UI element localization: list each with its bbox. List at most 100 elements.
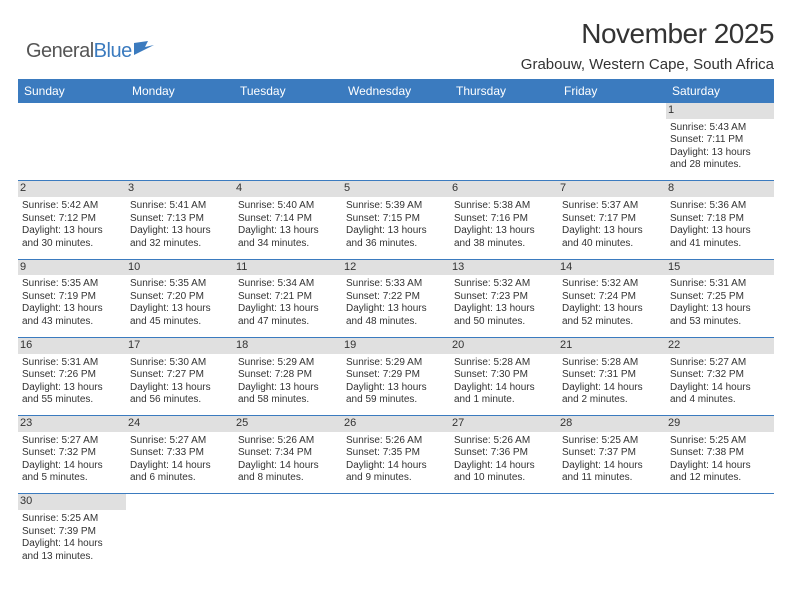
day-details: Sunrise: 5:30 AMSunset: 7:27 PMDaylight:… [130, 356, 230, 407]
day-number: 7 [558, 181, 666, 197]
page-header: GeneralBlue November 2025 Grabouw, Weste… [18, 18, 774, 73]
day-details: Sunrise: 5:25 AMSunset: 7:39 PMDaylight:… [22, 512, 122, 563]
day-number: 21 [558, 338, 666, 354]
day-details: Sunrise: 5:36 AMSunset: 7:18 PMDaylight:… [670, 199, 770, 250]
day-cell: Sunrise: 5:34 AMSunset: 7:21 PMDaylight:… [234, 275, 342, 337]
day-cell: Sunrise: 5:32 AMSunset: 7:24 PMDaylight:… [558, 275, 666, 337]
day-number: 25 [234, 416, 342, 432]
week-daynum-row: 16171819202122 [18, 337, 774, 353]
day-number: 13 [450, 260, 558, 276]
daylight-line: Daylight: 14 hours and 5 minutes. [22, 460, 103, 484]
day-number: 2 [18, 181, 126, 197]
sunrise-line: Sunrise: 5:43 AM [670, 122, 746, 133]
sunrise-line: Sunrise: 5:35 AM [130, 278, 206, 289]
day-number-cell: 29 [666, 416, 774, 432]
day-details: Sunrise: 5:43 AMSunset: 7:11 PMDaylight:… [670, 121, 770, 172]
day-number-cell: 14 [558, 259, 666, 275]
daylight-line: Daylight: 13 hours and 40 minutes. [562, 225, 643, 249]
daylight-line: Daylight: 14 hours and 13 minutes. [22, 538, 103, 562]
day-cell: Sunrise: 5:32 AMSunset: 7:23 PMDaylight:… [450, 275, 558, 337]
weekday-header: Tuesday [234, 79, 342, 103]
day-number-cell: 13 [450, 259, 558, 275]
day-number-cell: 26 [342, 416, 450, 432]
day-number: 15 [666, 260, 774, 276]
sunset-line: Sunset: 7:31 PM [562, 369, 636, 380]
empty-cell [558, 510, 666, 572]
day-number: 29 [666, 416, 774, 432]
empty-cell [450, 103, 558, 119]
day-cell: Sunrise: 5:28 AMSunset: 7:30 PMDaylight:… [450, 354, 558, 416]
sunset-line: Sunset: 7:17 PM [562, 213, 636, 224]
sunset-line: Sunset: 7:35 PM [346, 447, 420, 458]
daylight-line: Daylight: 13 hours and 59 minutes. [346, 382, 427, 406]
title-block: November 2025 Grabouw, Western Cape, Sou… [521, 18, 774, 73]
daylight-line: Daylight: 13 hours and 52 minutes. [562, 303, 643, 327]
empty-cell [342, 119, 450, 181]
sunset-line: Sunset: 7:33 PM [130, 447, 204, 458]
brand-text-2: Blue [94, 40, 132, 63]
day-cell: Sunrise: 5:27 AMSunset: 7:33 PM Daylight:… [126, 432, 234, 494]
day-details: Sunrise: 5:31 AMSunset: 7:25 PMDaylight:… [670, 277, 770, 328]
sunset-line: Sunset: 7:36 PM [454, 447, 528, 458]
day-number: 4 [234, 181, 342, 197]
day-number-cell: 20 [450, 337, 558, 353]
sunset-line: Sunset: 7:24 PM [562, 291, 636, 302]
day-number: 27 [450, 416, 558, 432]
day-number-cell: 3 [126, 181, 234, 197]
day-number: 6 [450, 181, 558, 197]
week-content-row: Sunrise: 5:42 AMSunset: 7:12 PMDaylight:… [18, 197, 774, 259]
day-cell: Sunrise: 5:25 AMSunset: 7:39 PMDaylight:… [18, 510, 126, 572]
sunrise-line: Sunrise: 5:25 AM [22, 513, 98, 524]
day-details: Sunrise: 5:41 AMSunset: 7:13 PMDaylight:… [130, 199, 230, 250]
day-number: 30 [18, 494, 126, 510]
sunset-line: Sunset: 7:19 PM [22, 291, 96, 302]
empty-cell [342, 103, 450, 119]
daylight-line: Daylight: 13 hours and 36 minutes. [346, 225, 427, 249]
daylight-line: Daylight: 14 hours and 4 minutes. [670, 382, 751, 406]
day-number-cell: 25 [234, 416, 342, 432]
sunrise-line: Sunrise: 5:32 AM [454, 278, 530, 289]
day-number-cell: 28 [558, 416, 666, 432]
daylight-line: Daylight: 13 hours and 30 minutes. [22, 225, 103, 249]
week-content-row: Sunrise: 5:35 AMSunset: 7:19 PMDaylight:… [18, 275, 774, 337]
day-details: Sunrise: 5:27 AMSunset: 7:33 PM Daylight:… [130, 434, 230, 485]
day-number: 5 [342, 181, 450, 197]
day-details: Sunrise: 5:38 AMSunset: 7:16 PMDaylight:… [454, 199, 554, 250]
sunrise-line: Sunrise: 5:27 AM [130, 435, 206, 446]
week-daynum-row: 1 [18, 103, 774, 119]
sunset-line: Sunset: 7:22 PM [346, 291, 420, 302]
sunrise-line: Sunrise: 5:33 AM [346, 278, 422, 289]
sunset-line: Sunset: 7:28 PM [238, 369, 312, 380]
daylight-line: Daylight: 13 hours and 43 minutes. [22, 303, 103, 327]
daylight-line: Daylight: 14 hours and 6 minutes. [130, 460, 211, 484]
sunset-line: Sunset: 7:20 PM [130, 291, 204, 302]
day-number-cell: 30 [18, 494, 126, 510]
calendar-body: 1 Sunrise: 5:43 AMSunset: 7:11 PMDaylight… [18, 103, 774, 572]
day-number: 14 [558, 260, 666, 276]
sunrise-line: Sunrise: 5:27 AM [22, 435, 98, 446]
daylight-line: Daylight: 13 hours and 28 minutes. [670, 147, 751, 171]
day-cell: Sunrise: 5:26 AMSunset: 7:35 PMDaylight:… [342, 432, 450, 494]
day-details: Sunrise: 5:25 AMSunset: 7:37 PMDaylight:… [562, 434, 662, 485]
day-number: 19 [342, 338, 450, 354]
empty-cell [234, 510, 342, 572]
sunrise-line: Sunrise: 5:38 AM [454, 200, 530, 211]
daylight-line: Daylight: 13 hours and 45 minutes. [130, 303, 211, 327]
empty-cell [450, 494, 558, 510]
week-daynum-row: 2345678 [18, 181, 774, 197]
weekday-header: Thursday [450, 79, 558, 103]
sunset-line: Sunset: 7:14 PM [238, 213, 312, 224]
sunrise-line: Sunrise: 5:37 AM [562, 200, 638, 211]
day-cell: Sunrise: 5:40 AMSunset: 7:14 PMDaylight:… [234, 197, 342, 259]
flag-icon [134, 41, 156, 62]
sunrise-line: Sunrise: 5:31 AM [670, 278, 746, 289]
weekday-header: Monday [126, 79, 234, 103]
empty-cell [126, 510, 234, 572]
sunrise-line: Sunrise: 5:28 AM [454, 357, 530, 368]
day-number: 10 [126, 260, 234, 276]
sunrise-line: Sunrise: 5:42 AM [22, 200, 98, 211]
day-cell: Sunrise: 5:25 AMSunset: 7:38 PMDaylight:… [666, 432, 774, 494]
sunset-line: Sunset: 7:16 PM [454, 213, 528, 224]
sunset-line: Sunset: 7:23 PM [454, 291, 528, 302]
sunset-line: Sunset: 7:27 PM [130, 369, 204, 380]
